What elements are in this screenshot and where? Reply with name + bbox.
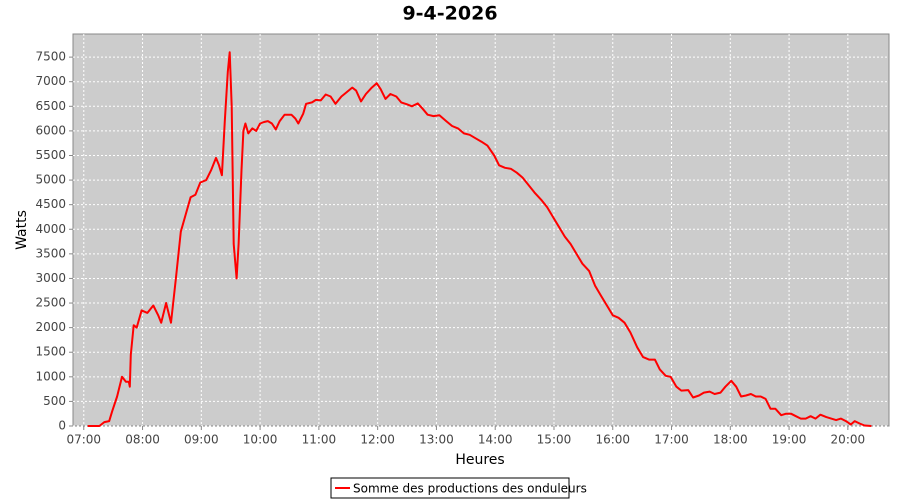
x-tick-label: 18:00 [713, 433, 748, 447]
y-axis-label: Watts [14, 210, 30, 250]
y-tick-label: 4500 [35, 197, 66, 211]
legend-label: Somme des productions des onduleurs [353, 482, 587, 496]
x-tick-label: 15:00 [537, 433, 572, 447]
x-tick-label: 11:00 [302, 433, 337, 447]
y-tick-label: 4000 [35, 222, 66, 236]
y-tick-label: 7000 [35, 74, 66, 88]
x-tick-label: 09:00 [184, 433, 219, 447]
x-tick-label: 12:00 [360, 433, 395, 447]
x-tick-label: 08:00 [125, 433, 160, 447]
x-tick-label: 14:00 [478, 433, 513, 447]
x-tick-label: 07:00 [66, 433, 101, 447]
y-tick-label: 1500 [35, 345, 66, 359]
x-tick-label: 17:00 [654, 433, 689, 447]
y-tick-label: 3000 [35, 271, 66, 285]
y-tick-label: 0 [58, 419, 66, 433]
y-tick-label: 5500 [35, 148, 66, 162]
y-tick-label: 5000 [35, 173, 66, 187]
y-tick-label: 3500 [35, 246, 66, 260]
y-tick-label: 500 [43, 394, 66, 408]
y-tick-label: 6000 [35, 123, 66, 137]
x-tick-label: 19:00 [772, 433, 807, 447]
plot-area [72, 33, 890, 427]
x-tick-label: 16:00 [595, 433, 630, 447]
x-tick-label: 10:00 [243, 433, 278, 447]
line-series [87, 51, 872, 427]
x-axis-label: Heures [455, 452, 504, 468]
x-tick-label: 20:00 [831, 433, 866, 447]
y-tick-label: 6500 [35, 99, 66, 113]
chart-title: 9-4-2026 [402, 3, 497, 25]
x-tick-label: 13:00 [419, 433, 454, 447]
legend: Somme des productions des onduleurs [330, 477, 587, 499]
y-tick-label: 1000 [35, 369, 66, 383]
y-tick-label: 2000 [35, 320, 66, 334]
y-tick-label: 7500 [35, 50, 66, 64]
y-tick-label: 2500 [35, 296, 66, 310]
legend-box [330, 477, 570, 499]
